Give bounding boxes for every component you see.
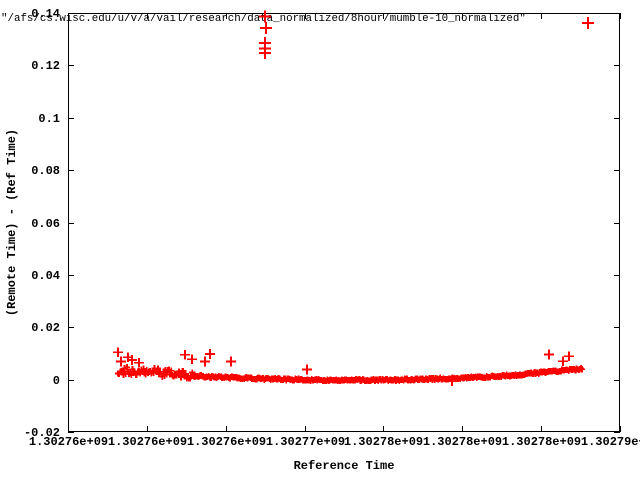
svg-text:0.12: 0.12 xyxy=(31,59,60,73)
svg-text:Reference Time: Reference Time xyxy=(294,459,395,473)
svg-text:1.30279e+09: 1.30279e+09 xyxy=(581,435,640,449)
svg-text:0.1: 0.1 xyxy=(38,112,60,126)
svg-text:0.04: 0.04 xyxy=(31,269,60,283)
svg-text:0.02: 0.02 xyxy=(31,321,60,335)
svg-text:(Remote Time) - (Ref Time): (Remote Time) - (Ref Time) xyxy=(5,129,19,316)
svg-text:1.30278e+09: 1.30278e+09 xyxy=(502,435,581,449)
svg-text:1.30276e+09: 1.30276e+09 xyxy=(29,435,108,449)
svg-text:1.30276e+09: 1.30276e+09 xyxy=(108,435,187,449)
svg-text:0: 0 xyxy=(53,374,60,388)
svg-text:1.30278e+09: 1.30278e+09 xyxy=(344,435,423,449)
svg-text:1.30278e+09: 1.30278e+09 xyxy=(423,435,502,449)
svg-text:0.06: 0.06 xyxy=(31,217,60,231)
svg-text:"/afs/cs.wisc.edu/u/v/a/vail/r: "/afs/cs.wisc.edu/u/v/a/vail/research/da… xyxy=(1,13,526,25)
svg-text:1.30277e+09: 1.30277e+09 xyxy=(266,435,345,449)
svg-text:0.08: 0.08 xyxy=(31,164,60,178)
svg-text:1.30276e+09: 1.30276e+09 xyxy=(187,435,266,449)
